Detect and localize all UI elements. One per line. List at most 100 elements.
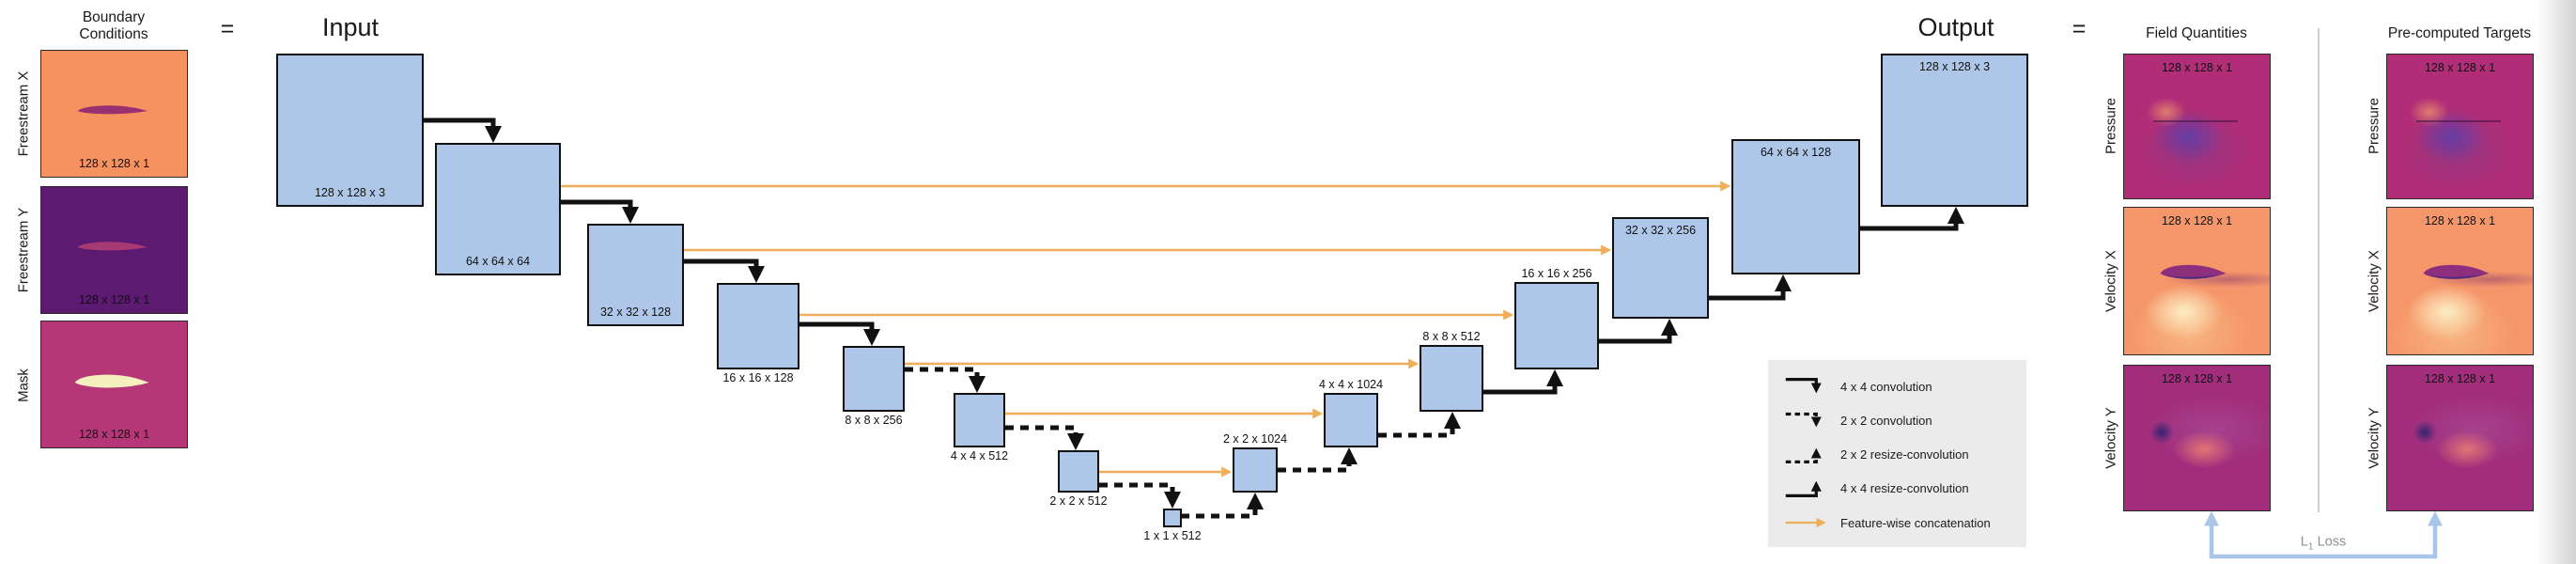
tile-dims: 128 x 128 x 1 bbox=[2161, 214, 2233, 227]
velocity-x-label: Velocity X bbox=[2103, 250, 2119, 312]
tile-dims: 128 x 128 x 1 bbox=[78, 428, 150, 441]
pressure-label: Pressure bbox=[2103, 97, 2119, 155]
tile-dims: 128 x 128 x 1 bbox=[78, 293, 150, 306]
pressure-target-label: Pressure bbox=[2366, 97, 2382, 155]
mask-label: Mask bbox=[15, 368, 32, 402]
conv4-arrow-icon bbox=[1785, 377, 1822, 394]
conv2-arrow-1 bbox=[905, 367, 985, 393]
resize2-arrow-3 bbox=[1378, 412, 1461, 438]
loss-subscript: 1 bbox=[2307, 540, 2314, 553]
legend-row-conv4: 4 x 4 convolution bbox=[1783, 372, 2013, 400]
pressure-target-tile: 128 x 128 x 1 bbox=[2386, 54, 2534, 199]
unet-block-dec-16: 16 x 16 x 256 bbox=[1514, 267, 1603, 369]
conv2-arrow-3 bbox=[1099, 482, 1181, 509]
conv2-arrow-2 bbox=[1005, 425, 1084, 450]
legend-label: 4 x 4 convolution bbox=[1840, 379, 1932, 394]
legend-row-resize4: 4 x 4 resize-convolution bbox=[1783, 475, 2013, 503]
legend-label: 2 x 2 convolution bbox=[1840, 413, 1932, 428]
block-dims: 16 x 16 x 256 bbox=[1521, 267, 1592, 280]
boundary-conditions-title: Boundary Conditions bbox=[79, 9, 148, 43]
freestream-x-tile: 128 x 128 x 1 bbox=[40, 50, 188, 178]
velocity-y-target-tile: 128 x 128 x 1 bbox=[2386, 365, 2534, 511]
legend-label: 4 x 4 resize-convolution bbox=[1840, 481, 1969, 496]
tile-dims: 128 x 128 x 1 bbox=[2424, 61, 2496, 74]
input-title: Input bbox=[321, 13, 380, 41]
block-dims: 128 x 128 x 3 bbox=[1918, 60, 1991, 73]
legend-row-concat: Feature-wise concatenation bbox=[1783, 509, 2013, 537]
unet-block-enc-2: 2 x 2 x 512 bbox=[1049, 450, 1108, 508]
conv-arrow-1 bbox=[424, 118, 502, 143]
conv-arrow-3 bbox=[684, 258, 765, 283]
block-dims: 16 x 16 x 128 bbox=[722, 371, 794, 384]
block-dims: 8 x 8 x 512 bbox=[1422, 330, 1481, 343]
velocity-y-label: Velocity Y bbox=[2103, 407, 2119, 469]
airfoil-shape bbox=[77, 242, 148, 251]
conv-arrow-2 bbox=[561, 199, 639, 224]
loss-text: Loss bbox=[2313, 534, 2347, 550]
unet-block-output: 128 x 128 x 3 bbox=[1881, 54, 2028, 207]
field-quantities-title: Field Quantities bbox=[2146, 25, 2247, 41]
velocity-x-target-label: Velocity X bbox=[2366, 250, 2382, 312]
tile-dims: 128 x 128 x 1 bbox=[2161, 372, 2233, 385]
resize4-arrow-icon bbox=[1785, 480, 1822, 497]
legend-label: Feature-wise concatenation bbox=[1840, 515, 1991, 530]
velocity-x-field-tile: 128 x 128 x 1 bbox=[2123, 207, 2271, 355]
l1-loss-label: L1 Loss bbox=[2301, 535, 2347, 553]
legend-row-conv2: 2 x 2 convolution bbox=[1783, 406, 2013, 434]
airfoil-trace bbox=[2153, 120, 2238, 122]
unet-block-enc-32: 32 x 32 x 128 bbox=[587, 224, 684, 326]
resize4-arrow-1 bbox=[1483, 369, 1563, 395]
unet-block-dec-4: 4 x 4 x 1024 bbox=[1319, 378, 1383, 447]
resize4-arrow-3 bbox=[1709, 274, 1792, 301]
output-title: Output bbox=[1917, 13, 1994, 41]
block-dims: 2 x 2 x 1024 bbox=[1222, 432, 1288, 446]
block-dims: 64 x 64 x 128 bbox=[1760, 146, 1832, 159]
block-dims: 2 x 2 x 512 bbox=[1049, 494, 1108, 508]
resize2-arrow-icon bbox=[1785, 447, 1822, 463]
equals-sign-left: = bbox=[220, 15, 235, 42]
loss-symbol: L bbox=[2300, 534, 2308, 550]
mask-tile: 128 x 128 x 1 bbox=[40, 321, 188, 448]
airfoil-trace bbox=[2416, 120, 2501, 122]
resize2-arrow-1 bbox=[1181, 493, 1264, 519]
unet-block-dec-64: 64 x 64 x 128 bbox=[1731, 135, 1864, 274]
velocity-y-target-label: Velocity Y bbox=[2366, 407, 2382, 469]
tile-dims: 128 x 128 x 1 bbox=[2424, 372, 2496, 385]
unet-block-dec-2: 2 x 2 x 1024 bbox=[1223, 432, 1287, 493]
legend-box: 4 x 4 convolution 2 x 2 convolution 2 x … bbox=[1768, 360, 2026, 547]
tile-dims: 128 x 128 x 1 bbox=[2161, 61, 2233, 74]
block-dims: 128 x 128 x 3 bbox=[314, 186, 386, 199]
block-dims: 4 x 4 x 512 bbox=[950, 449, 1009, 462]
pressure-field-tile: 128 x 128 x 1 bbox=[2123, 54, 2271, 199]
airfoil-shape bbox=[77, 105, 148, 115]
unet-block-enc-16: 16 x 16 x 128 bbox=[717, 283, 799, 384]
equals-sign-right: = bbox=[2072, 15, 2087, 42]
freestream-x-label: Freestream X bbox=[15, 70, 32, 157]
freestream-y-label: Freestream Y bbox=[15, 207, 32, 293]
airfoil-shape bbox=[2160, 264, 2227, 279]
tile-dims: 128 x 128 x 1 bbox=[2424, 214, 2496, 227]
concat-arrow-icon bbox=[1785, 517, 1826, 528]
block-dims: 1 x 1 x 512 bbox=[1143, 529, 1202, 542]
unet-block-input: 128 x 128 x 3 bbox=[276, 54, 424, 207]
unet-block-bottleneck-1: 1 x 1 x 512 bbox=[1143, 509, 1202, 542]
legend-row-resize2: 2 x 2 resize-convolution bbox=[1783, 441, 2013, 469]
block-dims: 8 x 8 x 256 bbox=[845, 414, 903, 427]
resize2-arrow-2 bbox=[1278, 447, 1358, 473]
column-divider bbox=[2318, 28, 2320, 512]
precomputed-targets-title: Pre-computed Targets bbox=[2387, 25, 2532, 41]
page-right-edge bbox=[2537, 0, 2576, 564]
unet-block-dec-32: 32 x 32 x 256 bbox=[1612, 213, 1713, 319]
resize4-arrow-4 bbox=[1860, 207, 1964, 231]
airfoil-shape bbox=[2423, 264, 2490, 279]
airfoil-shape bbox=[74, 374, 149, 388]
unet-block-enc-8: 8 x 8 x 256 bbox=[843, 346, 905, 427]
tile-dims: 128 x 128 x 1 bbox=[78, 157, 150, 170]
unet-block-enc-64: 64 x 64 x 64 bbox=[435, 143, 561, 275]
resize4-arrow-2 bbox=[1599, 319, 1678, 344]
unet-block-dec-8: 8 x 8 x 512 bbox=[1420, 330, 1487, 412]
block-dims: 32 x 32 x 256 bbox=[1624, 224, 1697, 237]
block-dims: 4 x 4 x 1024 bbox=[1318, 378, 1384, 391]
velocity-y-field-tile: 128 x 128 x 1 bbox=[2123, 365, 2271, 511]
